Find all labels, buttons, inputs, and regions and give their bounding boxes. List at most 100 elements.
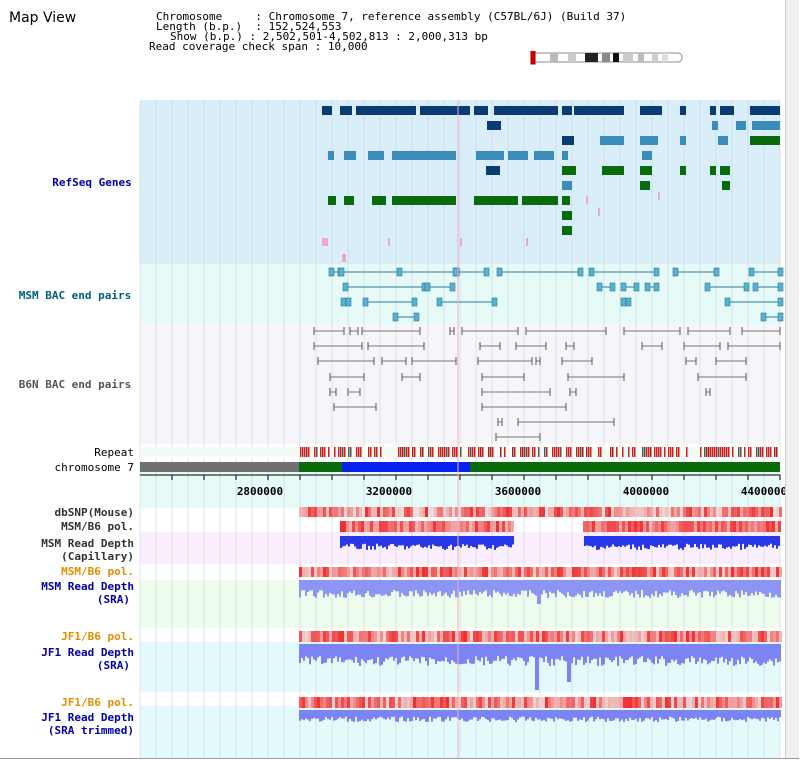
read-depth-bar [430,536,432,549]
read-depth-bar [452,536,454,550]
polymorphism-cell [473,697,476,708]
polymorphism-cell [746,631,749,642]
label-jf1-depth-trimmed[interactable]: JF1 Read Depth (SRA trimmed) [0,711,134,737]
msm-bac-end [748,267,755,277]
read-depth-bar [385,710,387,720]
label-msm-b6-pol-1[interactable]: MSM/B6 pol. [61,520,134,533]
polymorphism-cell [364,521,367,532]
read-depth-bar [531,580,533,593]
msm-bac-end [609,282,616,292]
polymorphism-cell [344,507,347,517]
polymorphism-cell [718,521,721,532]
read-depth-bar [327,580,329,597]
repeat-element [308,447,310,457]
read-depth-bar [505,580,507,595]
label-b6n-bac[interactable]: B6N BAC end pairs [18,378,132,391]
polymorphism-cell [746,697,749,708]
read-depth-bar [739,580,741,598]
read-depth-bar [359,580,361,595]
polymorphism-cell [397,521,400,532]
polymorphism-cell [508,521,511,532]
read-depth-bar [405,580,407,597]
read-depth-bar [480,536,482,545]
read-depth-bar [779,710,781,718]
label-jf1-b6-pol-1[interactable]: JF1/B6 pol. [61,630,134,643]
refseq-gene-pink [586,196,588,204]
read-depth-bar [399,644,401,664]
polymorphism-cell [404,697,407,708]
polymorphism-cell [674,507,677,517]
polymorphism-cell [701,507,704,517]
polymorphism-cell [614,631,617,642]
polymorphism-cell [761,507,764,517]
read-depth-bar [571,580,573,597]
read-depth-bar [423,644,425,658]
read-depth-bar [309,644,311,665]
polymorphism-cell [398,631,401,642]
read-depth-bar [465,710,467,722]
read-depth-bar [635,710,637,719]
label-jf1-depth-sra[interactable]: JF1 Read Depth (SRA) [0,646,134,672]
repeat-element [644,447,646,457]
label-repeat[interactable]: Repeat [94,446,134,459]
read-depth-bar [313,580,315,597]
read-depth-bar [577,710,579,721]
msm-bac-end [704,282,711,292]
polymorphism-cell [338,631,341,642]
read-depth-bar [373,644,375,665]
read-depth-bar [315,644,317,661]
read-depth-bar [700,536,702,545]
polymorphism-cell [764,567,767,577]
read-depth-bar [683,580,685,596]
polymorphism-cell [569,697,572,708]
polymorphism-cell [341,631,344,642]
polymorphism-cell [500,697,503,708]
repeat-element [356,447,358,457]
read-depth-bar [669,710,671,717]
read-depth-bar [610,536,612,547]
read-depth-bar [365,710,367,722]
polymorphism-cell [551,567,554,577]
read-depth-bar [622,536,624,546]
chromosome-ideogram[interactable] [528,51,684,65]
read-depth-bar [713,710,715,720]
polymorphism-cell [524,507,527,517]
label-msm-bac[interactable]: MSM BAC end pairs [18,289,132,302]
label-chromosome[interactable]: chromosome 7 [54,461,134,474]
read-depth-bar [695,580,697,596]
vertical-scrollbar[interactable] [785,0,799,758]
read-depth-bar [443,644,445,662]
polymorphism-cell [419,631,422,642]
read-depth-bar [495,580,497,593]
polymorphism-cell [356,631,359,642]
polymorphism-cell [410,631,413,642]
label-msm-depth-capillary[interactable]: MSM Read Depth (Capillary) [0,537,134,563]
read-depth-bar [412,536,414,546]
label-refseq-genes[interactable]: RefSeq Genes [52,176,132,189]
read-depth-bar [504,536,506,545]
polymorphism-cell [502,521,505,532]
read-depth-bar [719,580,721,594]
polymorphism-cell [623,697,626,708]
refseq-gene-block [710,166,716,175]
read-depth-bar [337,710,339,719]
read-depth-bar [675,710,677,722]
read-depth-bar [662,536,664,545]
read-depth-bar [669,644,671,663]
polymorphism-cell [692,631,695,642]
read-depth-bar [705,580,707,591]
polymorphism-cell [647,567,650,577]
polymorphism-cell [415,521,418,532]
polymorphism-cell [311,697,314,708]
label-msm-b6-pol-2[interactable]: MSM/B6 pol. [61,565,134,578]
read-depth-bar [429,644,431,658]
msm-bac-end [483,267,490,277]
refseq-gene-block [344,196,354,205]
refseq-gene-block [680,106,686,115]
read-depth-bar [483,580,485,592]
read-depth-bar [651,710,653,717]
label-msm-depth-sra[interactable]: MSM Read Depth (SRA) [0,580,134,606]
label-jf1-b6-pol-2[interactable]: JF1/B6 pol. [61,696,134,709]
polymorphism-cell [695,567,698,577]
label-dbsnp[interactable]: dbSNP(Mouse) [54,506,134,519]
